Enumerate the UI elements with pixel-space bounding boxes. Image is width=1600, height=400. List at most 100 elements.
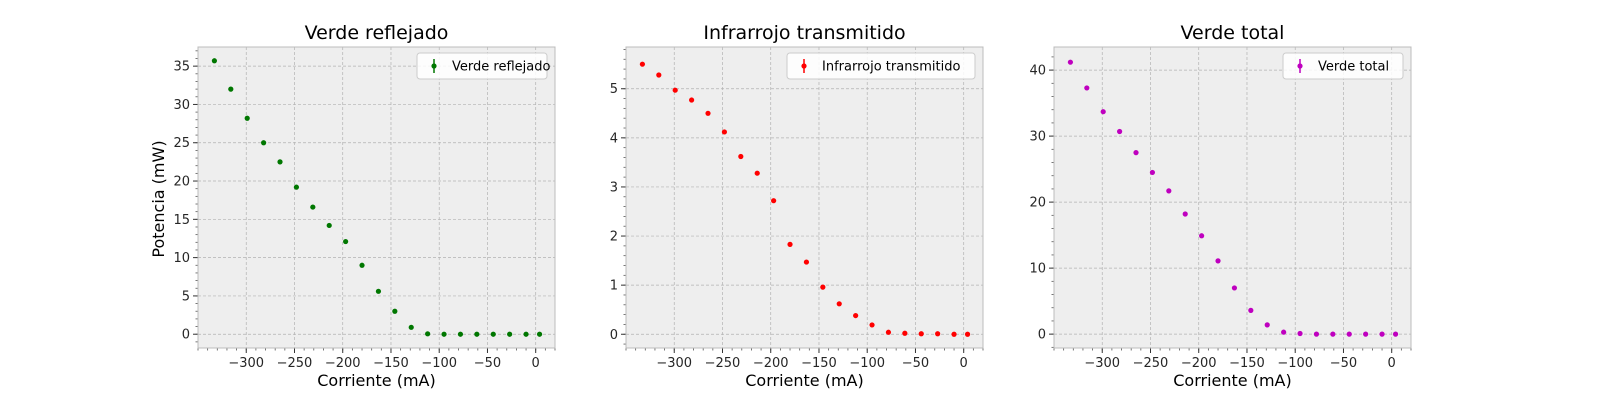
data-point — [1067, 59, 1074, 65]
data-point — [1346, 331, 1352, 337]
data-point — [457, 331, 464, 337]
data-point — [359, 262, 365, 268]
chart-title: Verde total — [1181, 22, 1285, 44]
x-tick-label: −100 — [421, 356, 457, 371]
y-tick-label: 2 — [610, 230, 618, 245]
x-tick-label: −200 — [753, 356, 789, 371]
y-tick-label: 15 — [173, 213, 190, 228]
data-point — [1117, 128, 1123, 135]
data-point — [1392, 331, 1399, 337]
plot-frame — [197, 46, 556, 349]
x-tick-label: −100 — [1277, 356, 1313, 371]
series-1 — [1067, 59, 1399, 337]
legend-marker — [1297, 63, 1303, 69]
panels: −300 −250 −200 −150 −100 −50 005101520253035Ve… — [173, 22, 1412, 390]
data-point — [787, 241, 793, 247]
legend-box — [786, 52, 976, 80]
x-tick-label: −200 — [1181, 356, 1217, 371]
data-point — [869, 322, 875, 328]
y-tick-label: 0 — [610, 328, 618, 343]
data-point — [1215, 258, 1221, 264]
data-point — [310, 204, 316, 210]
data-point — [754, 170, 760, 176]
data-point — [523, 331, 529, 337]
data-point — [672, 87, 678, 93]
data-point — [918, 331, 924, 337]
y-tick-label: 35 — [173, 60, 190, 75]
data-point — [1330, 331, 1336, 337]
y-tick-label: 30 — [173, 98, 190, 113]
y-tick-label: 1 — [610, 279, 618, 294]
y-tick-label: 30 — [1029, 130, 1046, 145]
data-point — [836, 301, 842, 307]
chart-panel-2: −300 −250 −200 −150 −100 −50 0 0 1 2 3 4 5 Infrarrojo… — [610, 22, 984, 390]
plot-area — [626, 47, 983, 348]
y-tick-label: 25 — [173, 136, 190, 151]
legend-label: Verde total — [1318, 60, 1389, 75]
data-point — [1281, 329, 1287, 335]
x-tick-label: −300 — [656, 356, 692, 371]
data-point — [1313, 331, 1320, 337]
y-tick-label: 0 — [1038, 328, 1046, 343]
data-point — [721, 129, 728, 135]
data-point — [885, 329, 892, 335]
chart-title: Infrarrojo transmitido — [703, 22, 905, 44]
data-point — [951, 331, 957, 337]
legend: Verde reflejado — [416, 52, 550, 80]
shared-y-axis-label: Potencia (mW) — [149, 140, 168, 257]
legend-label: Verde reflejado — [452, 60, 550, 75]
y-tick-label: 20 — [173, 175, 190, 190]
plot-frame — [625, 46, 984, 349]
data-point — [738, 153, 744, 160]
legend-label: Infrarrojo transmitido — [822, 60, 960, 75]
legend-marker — [431, 63, 437, 69]
x-axis-label: Corriente (mA) — [317, 371, 435, 390]
y-tick-label: 3 — [610, 180, 618, 195]
plot-frame — [1053, 46, 1412, 349]
x-tick-label: −300 — [1084, 356, 1120, 371]
data-point — [474, 331, 480, 337]
data-point — [375, 288, 382, 294]
data-point — [536, 331, 543, 337]
data-point — [1149, 169, 1156, 176]
data-point — [1133, 150, 1139, 156]
data-point — [1166, 188, 1172, 194]
plot-area — [198, 47, 555, 348]
legend-marker — [801, 63, 807, 69]
legend: Infrarrojo transmitido — [786, 52, 976, 80]
data-point — [490, 331, 496, 337]
y-tick-label: 10 — [173, 251, 190, 266]
y-tick-label: 10 — [1029, 262, 1046, 277]
x-tick-label: −150 — [801, 356, 837, 371]
data-point — [343, 238, 349, 245]
series-1 — [639, 61, 971, 337]
data-point — [1084, 85, 1090, 91]
data-point — [689, 97, 695, 103]
data-point — [228, 86, 234, 92]
data-point — [853, 312, 859, 319]
x-axis-label: Corriente (mA) — [1173, 371, 1291, 390]
data-point — [1248, 307, 1254, 313]
data-point — [211, 58, 218, 64]
y-tick-label: 40 — [1029, 64, 1046, 79]
data-point — [244, 115, 250, 121]
y-tick-label: 5 — [610, 82, 618, 97]
x-tick-label: −100 — [849, 356, 885, 371]
data-point — [1231, 285, 1238, 291]
x-tick-label: −50 — [1330, 356, 1357, 371]
data-point — [261, 140, 267, 146]
data-point — [1297, 330, 1303, 337]
series-1 — [211, 58, 543, 337]
y-tick-label: 5 — [182, 289, 190, 304]
data-point — [277, 159, 283, 165]
plot-area — [1054, 47, 1411, 348]
data-point — [803, 259, 810, 265]
chart-title: Verde reflejado — [305, 22, 449, 44]
data-point — [771, 198, 777, 204]
data-point — [1100, 109, 1106, 115]
data-point — [902, 330, 908, 336]
x-tick-label: −300 — [228, 356, 264, 371]
data-point — [293, 184, 300, 190]
data-point — [1379, 331, 1385, 337]
